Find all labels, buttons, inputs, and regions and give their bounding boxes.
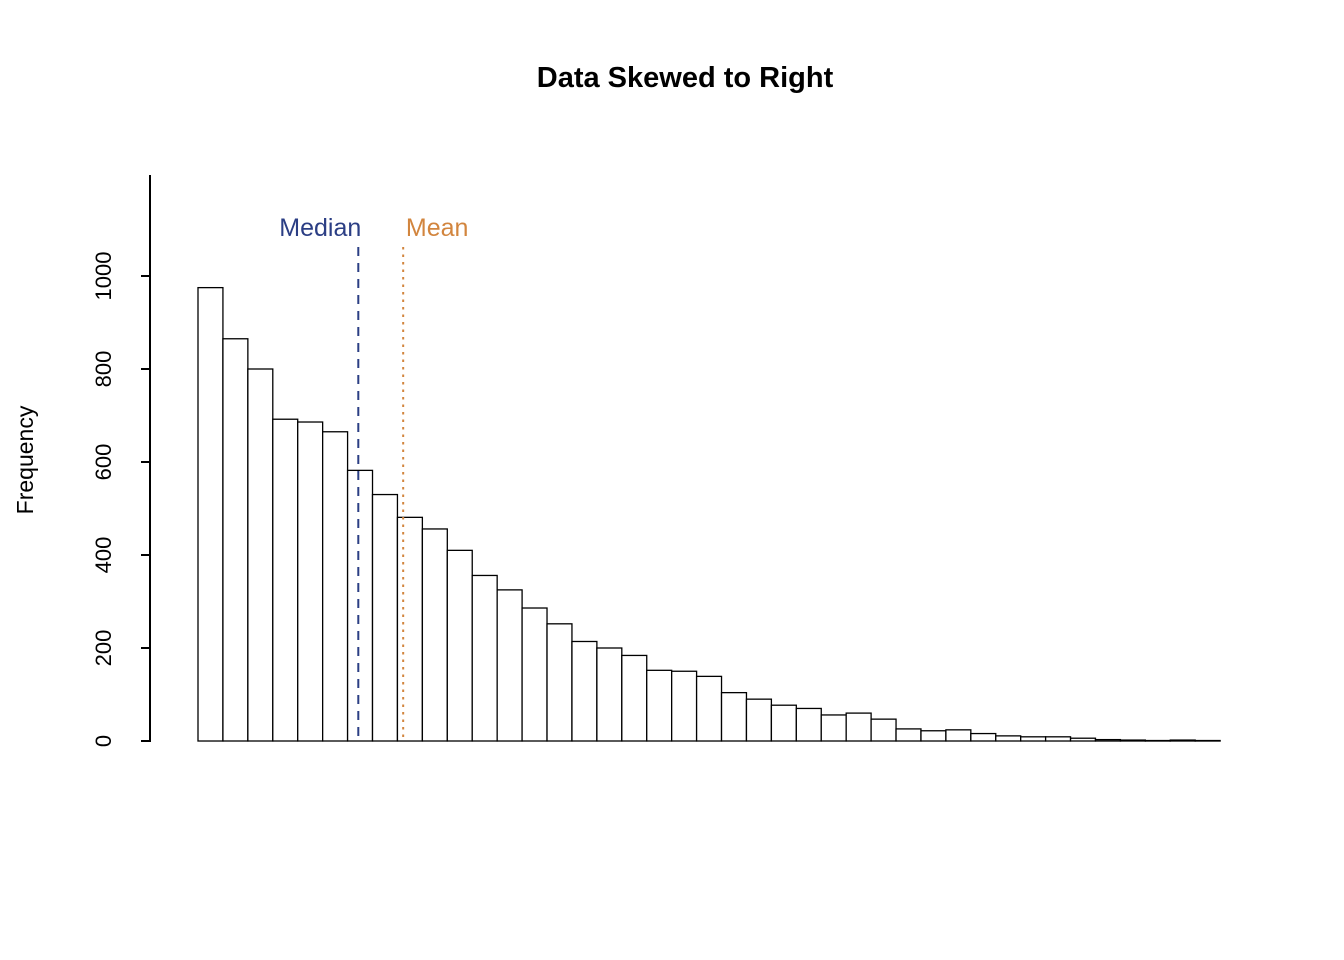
histogram-bar [795,707,822,742]
histogram-bar [970,732,997,742]
histogram-bar [720,691,748,742]
histogram-bar [222,338,249,742]
y-axis-tick-label: 200 [91,630,116,667]
histogram-bar [695,675,723,742]
histogram-bar [471,574,498,742]
histogram-bar [995,735,1022,742]
histogram-bar [1094,738,1122,742]
histogram-bar [1144,739,1171,742]
y-axis-tick-label: 400 [91,537,116,574]
histogram-bar [197,286,224,742]
histogram-bar [571,640,598,742]
histogram-bar [920,730,947,742]
histogram-bar [820,714,847,742]
histogram-bar [671,670,698,742]
histogram-bar [1119,739,1146,742]
histogram-bar [895,728,922,742]
histogram-bar [396,516,424,742]
histogram-bar [770,704,797,742]
histogram-bar [321,431,349,742]
y-axis-tick-label: 800 [91,351,116,388]
histogram-bar [845,712,872,742]
y-axis-tick-label: 1000 [91,252,116,301]
histogram-bar [346,469,374,742]
histogram-bar [621,654,648,742]
histogram-bar [546,623,573,742]
mean-label: Mean [406,214,469,242]
histogram-bar [596,647,623,742]
histogram-bar [945,729,972,742]
histogram-bar [870,718,897,742]
histogram-bar [646,669,673,742]
histogram-bar [1044,736,1072,742]
histogram-bar [1069,737,1097,742]
y-axis-tick-label: 0 [91,735,116,747]
histogram-bar [521,607,548,742]
histogram-bar [446,549,473,742]
histogram-bar [297,421,324,742]
histogram-bar [272,418,299,742]
histogram-bar [371,493,399,742]
histogram-bar [1169,739,1196,742]
histogram-bar [1194,739,1221,742]
histogram-bar [745,698,773,742]
histogram-bar [1020,736,1047,742]
histogram-bar [421,528,448,742]
median-label: Median [279,214,361,242]
chart-title: Data Skewed to Right [536,62,834,94]
y-axis-tick-label: 600 [91,444,116,481]
histogram-bar [496,589,523,742]
histogram-bar [247,368,274,742]
